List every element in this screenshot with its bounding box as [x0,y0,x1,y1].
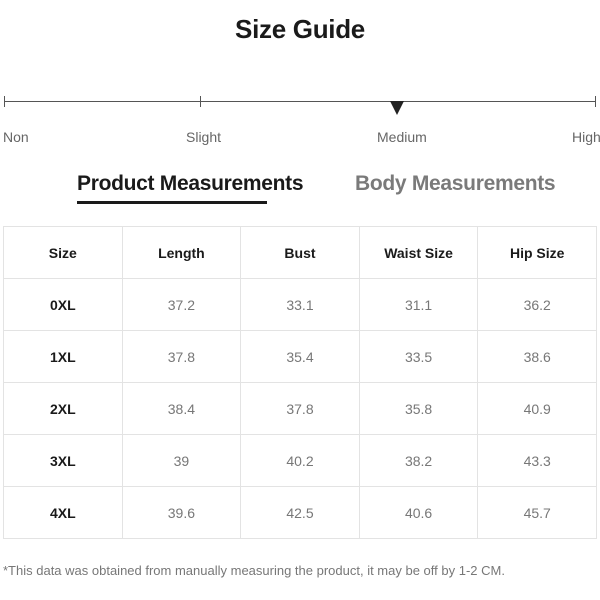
header-bust: Bust [240,226,360,279]
bust-cell: 37.8 [240,382,360,435]
bust-cell: 42.5 [240,486,360,539]
size-cell: 2XL [3,382,123,435]
hip-cell: 40.9 [477,382,597,435]
waist-cell: 31.1 [358,278,479,331]
table-row: 2XL 38.4 37.8 35.8 40.9 [3,382,597,435]
header-size: Size [3,226,123,279]
scale-line [4,101,596,102]
header-hip-size: Hip Size [477,226,597,279]
hip-cell: 38.6 [477,330,597,383]
size-cell: 3XL [3,434,123,487]
scale-label-medium: Medium [377,129,427,145]
hip-cell: 43.3 [477,434,597,487]
table-row: 0XL 37.2 33.1 31.1 36.2 [3,278,597,331]
length-cell: 37.2 [121,278,242,331]
scale-label-slight: Slight [186,129,222,145]
table-row: 1XL 37.8 35.4 33.5 38.6 [3,330,597,383]
header-length: Length [121,226,242,279]
bust-cell: 40.2 [240,434,360,487]
length-cell: 38.4 [121,382,242,435]
hip-cell: 36.2 [477,278,597,331]
length-cell: 39.6 [121,486,242,539]
waist-cell: 40.6 [358,486,479,539]
table-header-row: Size Length Bust Waist Size Hip Size [3,226,597,279]
table-row: 4XL 39.6 42.5 40.6 45.7 [3,486,597,539]
table-row: 3XL 39 40.2 38.2 43.3 [3,434,597,487]
page-title: Size Guide [235,14,365,44]
size-cell: 4XL [3,486,123,539]
scale-label-high: High [572,129,600,145]
hip-cell: 45.7 [477,486,597,539]
scale-tick-slight [200,96,201,107]
scale-label-non: Non [3,129,29,145]
scale-tick-high [595,96,596,107]
stretch-scale: Non Slight Medium High [0,96,600,156]
scale-tick-non [4,96,5,107]
waist-cell: 35.8 [358,382,479,435]
tab-product-measurements[interactable]: Product Measurements [77,172,304,195]
bust-cell: 35.4 [240,330,360,383]
length-cell: 39 [121,434,242,487]
active-tab-underline [77,201,267,204]
length-cell: 37.8 [121,330,242,383]
tab-body-measurements[interactable]: Body Measurements [355,172,556,195]
size-cell: 0XL [3,278,123,331]
scale-marker-icon [390,101,404,115]
bust-cell: 33.1 [240,278,360,331]
size-table: Size Length Bust Waist Size Hip Size 0XL… [3,226,597,539]
waist-cell: 33.5 [358,330,479,383]
waist-cell: 38.2 [358,434,479,487]
size-cell: 1XL [3,330,123,383]
disclaimer-note: *This data was obtained from manually me… [3,563,505,578]
header-waist-size: Waist Size [358,226,479,279]
